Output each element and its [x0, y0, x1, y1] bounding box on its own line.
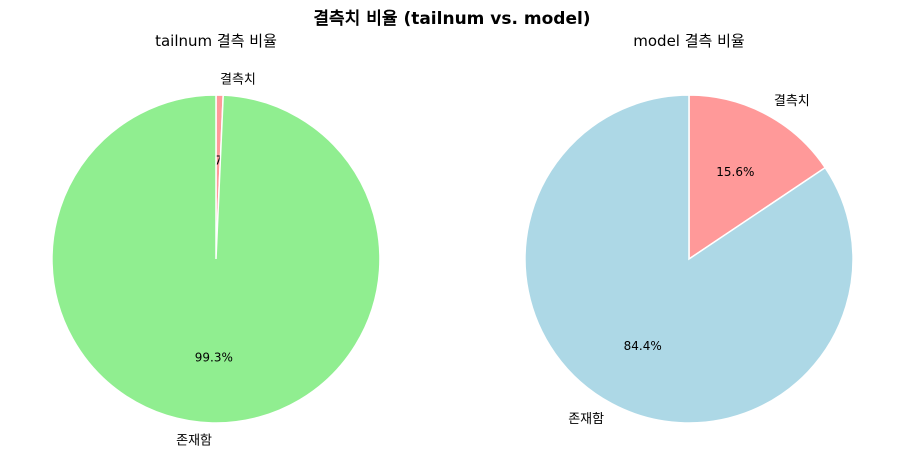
slice-label: 결측치 [220, 73, 256, 88]
chart-title: model 결측 비율 [633, 32, 744, 50]
slice-label: 결측치 [774, 94, 810, 109]
pie-slice-1 [524, 94, 854, 424]
pie-slice-0 [688, 94, 827, 261]
slice-percent-label: 99.3% [195, 350, 233, 364]
chart-title: tailnum 결측 비율 [155, 32, 277, 50]
slice-percent-label: 84.4% [624, 339, 662, 353]
figure-title: 결측치 비율 (tailnum vs. model) [313, 9, 590, 29]
slice-percent-label: 15.6% [716, 165, 754, 179]
slice-label: 존재함 [176, 433, 212, 448]
pie-chart-model: 결측치 15.6% 존재함 84.4% model 결측 비율 [524, 32, 854, 427]
slice-label: 존재함 [568, 412, 604, 427]
pie-slice-1 [51, 94, 381, 424]
